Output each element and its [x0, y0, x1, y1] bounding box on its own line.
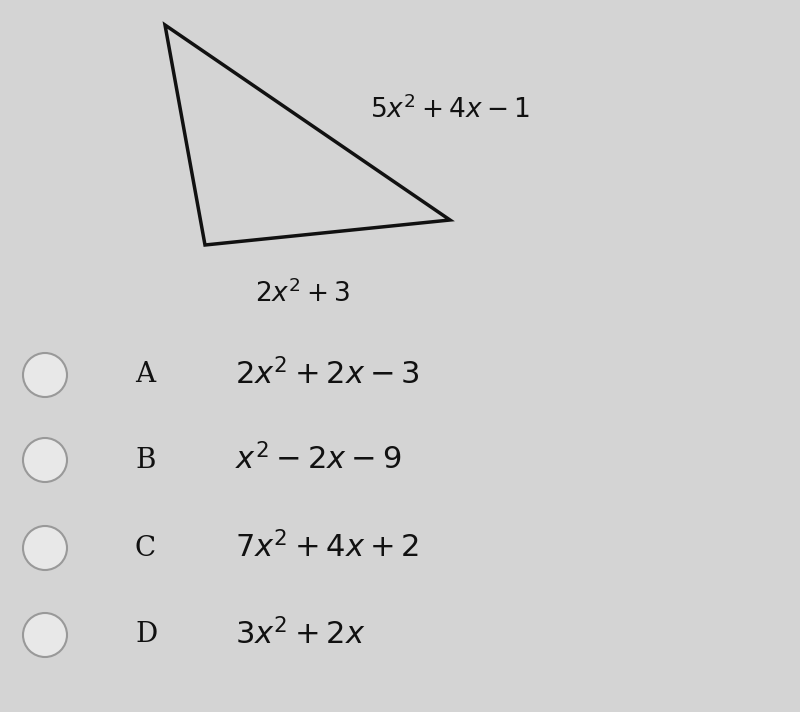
Text: $5x^2 + 4x - 1$: $5x^2 + 4x - 1$ [370, 95, 530, 123]
Text: $2x^2 + 2x - 3$: $2x^2 + 2x - 3$ [235, 359, 420, 392]
Text: B: B [135, 446, 155, 473]
Circle shape [23, 438, 67, 482]
Text: $2x^2 + 3$: $2x^2 + 3$ [255, 278, 350, 306]
Circle shape [23, 613, 67, 657]
Circle shape [23, 526, 67, 570]
Text: D: D [135, 622, 158, 649]
Text: A: A [135, 362, 155, 389]
Circle shape [23, 353, 67, 397]
Text: $7x^2 + 4x + 2$: $7x^2 + 4x + 2$ [235, 532, 419, 564]
Text: $3x^2 + 2x$: $3x^2 + 2x$ [235, 619, 366, 651]
Text: C: C [135, 535, 156, 562]
Text: $x^2 - 2x - 9$: $x^2 - 2x - 9$ [235, 444, 402, 476]
